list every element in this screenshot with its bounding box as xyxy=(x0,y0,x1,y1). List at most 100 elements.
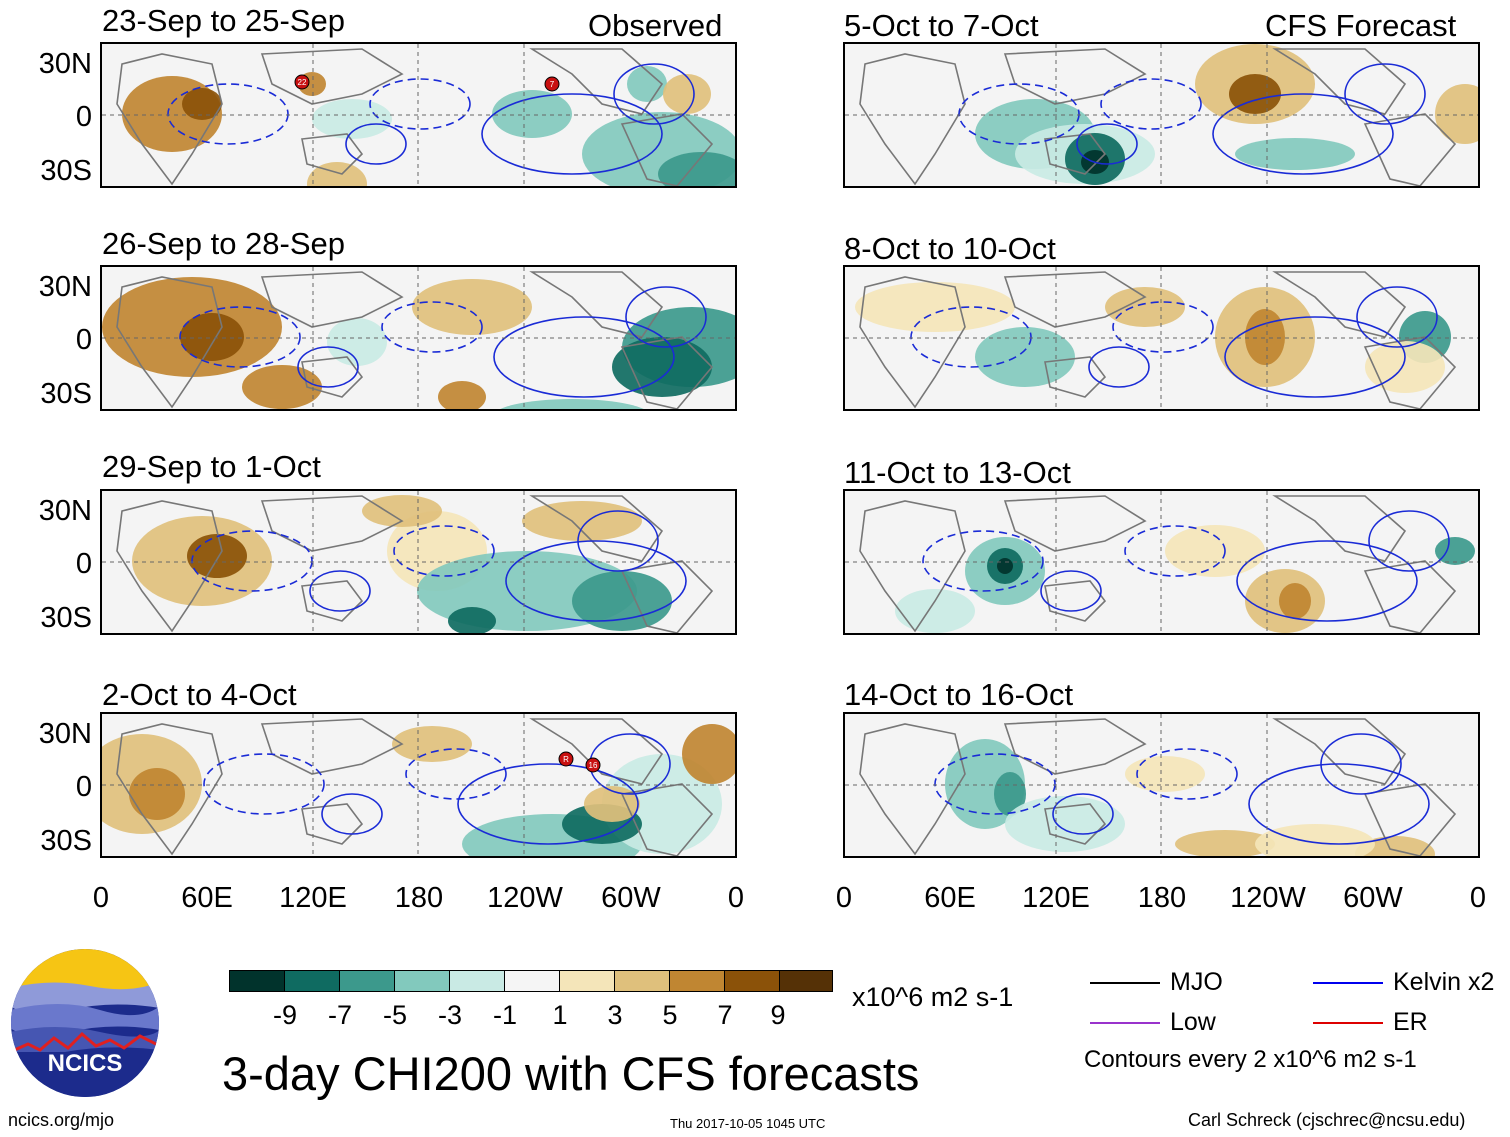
kelvin-contour xyxy=(1052,793,1114,835)
coastline xyxy=(301,580,364,622)
kelvin-contour xyxy=(345,123,407,165)
lon-label-left-120e: 120E xyxy=(279,882,347,914)
forecast-map-4 xyxy=(843,712,1480,858)
forecast-label: CFS Forecast xyxy=(1265,8,1457,43)
anomaly-blob xyxy=(627,66,667,102)
forecast-panel-4-title: 14-Oct to 16-Oct xyxy=(844,677,1074,712)
anomaly-blob xyxy=(1245,309,1285,365)
coastline xyxy=(859,500,966,633)
colorbar-cell-3 xyxy=(339,970,395,992)
kelvin-contour xyxy=(167,83,289,145)
main-title: 3-day CHI200 with CFS forecasts xyxy=(222,1047,920,1100)
colorbar-tick: -7 xyxy=(327,1000,353,1030)
legend-label-mjo: MJO xyxy=(1170,968,1223,996)
coastline xyxy=(1044,580,1107,622)
map-field xyxy=(102,491,735,633)
lat-30s-label-row1: 30S xyxy=(40,155,92,187)
lon-label-right-0: 0 xyxy=(835,882,853,914)
coastline xyxy=(1003,495,1147,552)
anomaly-blob xyxy=(1165,525,1265,577)
anomaly-blob xyxy=(855,282,1015,332)
lat-0-label-row3: 0 xyxy=(75,548,92,580)
colorbar-cell-11 xyxy=(779,970,833,992)
observed-panel-3-title: 29-Sep to 1-Oct xyxy=(102,449,321,484)
lat-0-label-row2: 0 xyxy=(75,324,92,356)
observed-map-4: R 16 xyxy=(100,712,737,858)
coastline xyxy=(620,336,714,409)
kelvin-contour xyxy=(369,78,471,130)
lon-label-left-180: 180 xyxy=(394,882,444,914)
coastline xyxy=(529,271,664,338)
observed-panel-1-title: 23-Sep to 25-Sep xyxy=(102,3,346,38)
anomaly-blob xyxy=(492,90,572,138)
coastline xyxy=(1272,48,1407,115)
colorbar-tick: -1 xyxy=(492,1000,518,1030)
lon-label-left-60e: 60E xyxy=(181,882,233,914)
anomaly-blob xyxy=(182,88,222,120)
coastline xyxy=(1363,560,1457,633)
kelvin-contour xyxy=(1356,286,1438,348)
anomaly-blob xyxy=(1279,583,1311,619)
lon-label-right-60w: 60W xyxy=(1343,882,1403,914)
colorbar-tick: 5 xyxy=(662,1000,678,1030)
timestamp: Thu 2017-10-05 1045 UTC xyxy=(670,1116,826,1131)
forecast-panel-3-title: 11-Oct to 13-Oct xyxy=(844,455,1071,490)
colorbar-tick: 1 xyxy=(552,1000,568,1030)
forecast-panel-1-title: 5-Oct to 7-Oct xyxy=(844,8,1039,43)
colorbar-tick: -5 xyxy=(382,1000,408,1030)
anomaly-blob xyxy=(663,74,711,114)
coastline xyxy=(116,53,223,186)
colorbar-cell-6 xyxy=(504,970,560,992)
anomaly-blob xyxy=(895,589,975,633)
lon-label-left-120w: 120W xyxy=(487,882,563,914)
anomaly-blob xyxy=(975,327,1075,387)
anomaly-blob xyxy=(180,313,244,361)
kelvin-contour xyxy=(1088,346,1150,388)
anomaly-blob xyxy=(448,607,496,633)
colorbar-cell-9 xyxy=(669,970,725,992)
coastline xyxy=(1363,336,1457,409)
kelvin-contour xyxy=(321,793,383,835)
coastline xyxy=(859,723,966,856)
legend-line-kelvin xyxy=(1313,982,1383,984)
logo-text: NCICS xyxy=(48,1050,123,1077)
kelvin-contour xyxy=(203,753,325,815)
kelvin-contour xyxy=(505,540,687,622)
anomaly-blob xyxy=(682,724,735,784)
kelvin-contour xyxy=(934,753,1056,815)
lat-30s-label-row4: 30S xyxy=(40,825,92,857)
map-field xyxy=(845,714,1478,856)
observed-panel-4-title: 2-Oct to 4-Oct xyxy=(102,677,297,712)
coastline xyxy=(116,276,223,409)
author-credit[interactable]: Carl Schreck (cjschrec@ncsu.edu) xyxy=(1188,1110,1466,1130)
anomaly-blob xyxy=(522,501,642,541)
coastline xyxy=(1272,718,1407,785)
coastline xyxy=(620,783,714,856)
footer-url[interactable]: ncics.org/mjo xyxy=(8,1110,115,1130)
anomaly-blob xyxy=(392,726,472,762)
colorbar-tick: 3 xyxy=(607,1000,623,1030)
coastline xyxy=(1363,113,1457,186)
observed-panel-2-title: 26-Sep to 28-Sep xyxy=(102,226,346,261)
kelvin-contour xyxy=(1124,525,1226,577)
kelvin-contour xyxy=(1320,733,1402,795)
forecast-panel-2-title: 8-Oct to 10-Oct xyxy=(844,231,1056,266)
anomaly-blob xyxy=(612,337,712,397)
kelvin-contour xyxy=(1224,316,1406,398)
contour-note: Contours every 2 x10^6 m2 s-1 xyxy=(1084,1046,1417,1073)
legend-line-low xyxy=(1090,1022,1160,1024)
coastline xyxy=(859,53,966,186)
anomaly-blob xyxy=(1255,824,1375,856)
lat-30n-label-row4: 30N xyxy=(38,718,92,750)
kelvin-contour xyxy=(381,301,483,353)
colorbar-cell-10 xyxy=(724,970,780,992)
kelvin-contour xyxy=(457,763,639,845)
forecast-map-2 xyxy=(843,265,1480,411)
coastline xyxy=(529,495,664,562)
observed-map-1: 22 7 xyxy=(100,42,737,188)
kelvin-contour xyxy=(1076,123,1138,165)
observed-map-2 xyxy=(100,265,737,411)
lon-label-left-0-end: 0 xyxy=(727,882,745,914)
kelvin-contour xyxy=(625,286,707,348)
kelvin-contour xyxy=(1040,570,1102,612)
